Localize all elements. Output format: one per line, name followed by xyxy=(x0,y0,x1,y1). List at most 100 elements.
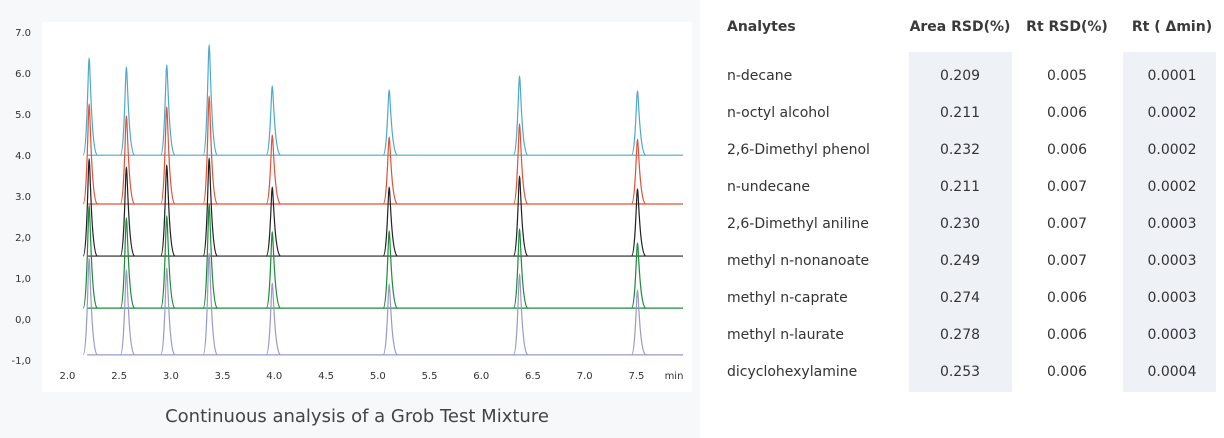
x-tick-label: 6.5 xyxy=(525,371,541,382)
peak xyxy=(160,64,176,156)
peak xyxy=(119,217,135,309)
table-cell: 0.0003 xyxy=(1148,216,1197,232)
peak xyxy=(265,134,281,205)
peak xyxy=(630,90,646,156)
peak xyxy=(512,175,529,257)
table-cell: 0.007 xyxy=(1047,179,1087,195)
peak xyxy=(265,231,281,309)
chart-caption: Continuous analysis of a Grob Test Mixtu… xyxy=(165,406,549,427)
table-cell: 0.0002 xyxy=(1148,142,1197,158)
y-tick-label: 7.0 xyxy=(15,28,31,39)
peak xyxy=(82,57,98,156)
peak xyxy=(630,138,646,205)
peak xyxy=(630,188,646,257)
peak xyxy=(202,252,218,356)
table-cell: 0.249 xyxy=(940,253,980,269)
peak xyxy=(82,257,98,356)
table-cell: n-decane xyxy=(727,68,792,84)
table-cell: 2,6-Dimethyl phenol xyxy=(727,142,870,158)
peak xyxy=(512,273,529,356)
table-cell: 0.006 xyxy=(1047,364,1087,380)
peak xyxy=(382,89,398,156)
peak xyxy=(630,289,646,356)
table-cell: 0.006 xyxy=(1047,290,1087,306)
peak xyxy=(512,228,529,309)
peak xyxy=(160,164,176,257)
peak xyxy=(265,85,281,156)
y-tick-label: 6.0 xyxy=(15,69,31,80)
peak xyxy=(382,186,398,257)
table-header: Area RSD(%) xyxy=(910,19,1011,35)
table-cell: 0.278 xyxy=(940,327,980,343)
table-cell: 0.006 xyxy=(1047,142,1087,158)
table-cell: 0.007 xyxy=(1047,253,1087,269)
peak xyxy=(119,166,135,257)
table-header: Rt RSD(%) xyxy=(1026,19,1108,35)
table-cell: 0.0002 xyxy=(1148,105,1197,121)
x-tick-label: 2.0 xyxy=(59,371,75,382)
x-axis-unit: min xyxy=(665,371,684,382)
table-cell: 0.005 xyxy=(1047,68,1087,84)
table-cell: 0.211 xyxy=(940,179,980,195)
plot-area xyxy=(42,22,692,392)
table-header: Analytes xyxy=(727,19,796,35)
peak xyxy=(160,215,176,309)
table-cell: 0.0002 xyxy=(1148,179,1197,195)
peak xyxy=(119,269,135,356)
y-tick-label: 1,0 xyxy=(15,274,31,285)
table-cell: 0.006 xyxy=(1047,327,1087,343)
x-tick-label: 5.0 xyxy=(370,371,386,382)
table-cell: 0.230 xyxy=(940,216,980,232)
peak xyxy=(119,115,135,205)
table-cell: n-undecane xyxy=(727,179,810,195)
peak xyxy=(512,123,529,205)
y-tick-label: 2,0 xyxy=(15,233,31,244)
x-tick-label: 3.5 xyxy=(215,371,231,382)
x-tick-label: 3.0 xyxy=(163,371,179,382)
column-shade xyxy=(1123,52,1216,392)
table-cell: n-octyl alcohol xyxy=(727,105,830,121)
table-cell: 0.0004 xyxy=(1148,364,1197,380)
x-tick-label: 7.5 xyxy=(628,371,644,382)
peak xyxy=(512,75,529,156)
peak xyxy=(630,242,646,309)
x-tick-label: 7.0 xyxy=(577,371,593,382)
peak xyxy=(202,95,218,205)
table-cell: 0.232 xyxy=(940,142,980,158)
peak xyxy=(202,203,218,309)
table-cell: 0.0003 xyxy=(1148,253,1197,269)
peak xyxy=(202,44,218,156)
y-tick-label: 4.0 xyxy=(15,151,31,162)
table-cell: 0.0003 xyxy=(1148,327,1197,343)
peak xyxy=(382,136,398,205)
y-tick-label: -1,0 xyxy=(11,356,31,367)
table-cell: 0.006 xyxy=(1047,105,1087,121)
table-cell: 0.209 xyxy=(940,68,980,84)
x-tick-label: 6.0 xyxy=(473,371,489,382)
table-cell: methyl n-caprate xyxy=(727,290,848,306)
table-cell: 0.0001 xyxy=(1148,68,1197,84)
peak xyxy=(265,186,281,257)
peak xyxy=(382,283,398,356)
table-cell: methyl n-laurate xyxy=(727,327,844,343)
peak xyxy=(160,106,176,205)
table-cell: 0.211 xyxy=(940,105,980,121)
table-cell: methyl n-nonanoate xyxy=(727,253,869,269)
peak xyxy=(382,230,398,309)
peak xyxy=(160,267,176,356)
y-tick-label: 0,0 xyxy=(15,315,31,326)
peak xyxy=(265,282,281,356)
peak xyxy=(119,66,135,156)
table-cell: 2,6-Dimethyl aniline xyxy=(727,216,869,232)
table-cell: 0.007 xyxy=(1047,216,1087,232)
peak xyxy=(202,157,218,257)
y-tick-label: 3.0 xyxy=(15,192,31,203)
table-cell: 0.253 xyxy=(940,364,980,380)
x-tick-label: 4.0 xyxy=(266,371,282,382)
table-cell: 0.0003 xyxy=(1148,290,1197,306)
peak xyxy=(82,103,98,205)
table-cell: 0.274 xyxy=(940,290,980,306)
peak xyxy=(82,158,98,257)
table-cell: dicyclohexylamine xyxy=(727,364,857,380)
